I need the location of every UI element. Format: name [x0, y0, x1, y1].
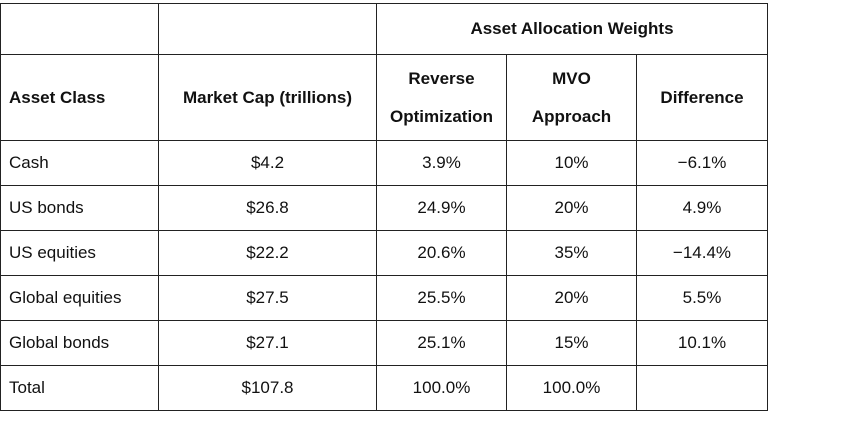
reverse-cell: 20.6%	[376, 230, 507, 276]
table-wrapper: Asset Allocation Weights Asset Class Mar…	[0, 3, 768, 411]
market-cap-cell: $27.5	[158, 275, 377, 321]
total-row: Total $107.8 100.0% 100.0%	[0, 365, 768, 411]
difference-cell: −6.1%	[636, 140, 768, 186]
difference-header: Difference	[636, 54, 768, 141]
reverse-cell: 24.9%	[376, 185, 507, 231]
market-cap-cell: $4.2	[158, 140, 377, 186]
column-header-row: Asset Class Market Cap (trillions) Rever…	[0, 54, 768, 141]
table-row: Global equities $27.5 25.5% 20% 5.5%	[0, 275, 768, 321]
reverse-cell: 3.9%	[376, 140, 507, 186]
asset-cell: Global bonds	[0, 320, 159, 366]
mvo-header-line1: MVO	[552, 68, 591, 88]
asset-allocation-weights-header: Asset Allocation Weights	[376, 3, 768, 55]
group-header-row: Asset Allocation Weights	[0, 3, 768, 55]
difference-cell: 10.1%	[636, 320, 768, 366]
mvo-approach-header: MVO Approach	[506, 54, 637, 141]
difference-cell: 4.9%	[636, 185, 768, 231]
market-cap-header: Market Cap (trillions)	[158, 54, 377, 141]
market-cap-cell: $27.1	[158, 320, 377, 366]
reverse-optimization-header: Reverse Optimization	[376, 54, 507, 141]
difference-cell: −14.4%	[636, 230, 768, 276]
difference-cell: 5.5%	[636, 275, 768, 321]
market-cap-cell: $107.8	[158, 365, 377, 411]
asset-cell: US bonds	[0, 185, 159, 231]
reverse-cell: 25.1%	[376, 320, 507, 366]
asset-class-header: Asset Class	[0, 54, 159, 141]
difference-cell	[636, 365, 768, 411]
asset-allocation-table: Asset Allocation Weights Asset Class Mar…	[0, 3, 768, 411]
asset-cell: Cash	[0, 140, 159, 186]
empty-header-cell	[158, 3, 377, 55]
empty-corner-cell	[0, 3, 159, 55]
reverse-cell: 25.5%	[376, 275, 507, 321]
asset-cell: Total	[0, 365, 159, 411]
asset-cell: US equities	[0, 230, 159, 276]
reverse-cell: 100.0%	[376, 365, 507, 411]
mvo-cell: 10%	[506, 140, 637, 186]
reverse-header-line2: Optimization	[390, 106, 493, 126]
asset-cell: Global equities	[0, 275, 159, 321]
mvo-cell: 15%	[506, 320, 637, 366]
table-row: Cash $4.2 3.9% 10% −6.1%	[0, 140, 768, 186]
market-cap-cell: $22.2	[158, 230, 377, 276]
mvo-cell: 100.0%	[506, 365, 637, 411]
mvo-cell: 35%	[506, 230, 637, 276]
mvo-header-line2: Approach	[531, 106, 612, 126]
market-cap-cell: $26.8	[158, 185, 377, 231]
table-row: US equities $22.2 20.6% 35% −14.4%	[0, 230, 768, 276]
mvo-cell: 20%	[506, 185, 637, 231]
reverse-header-line1: Reverse	[408, 68, 475, 88]
table-row: Global bonds $27.1 25.1% 15% 10.1%	[0, 320, 768, 366]
table-row: US bonds $26.8 24.9% 20% 4.9%	[0, 185, 768, 231]
mvo-cell: 20%	[506, 275, 637, 321]
